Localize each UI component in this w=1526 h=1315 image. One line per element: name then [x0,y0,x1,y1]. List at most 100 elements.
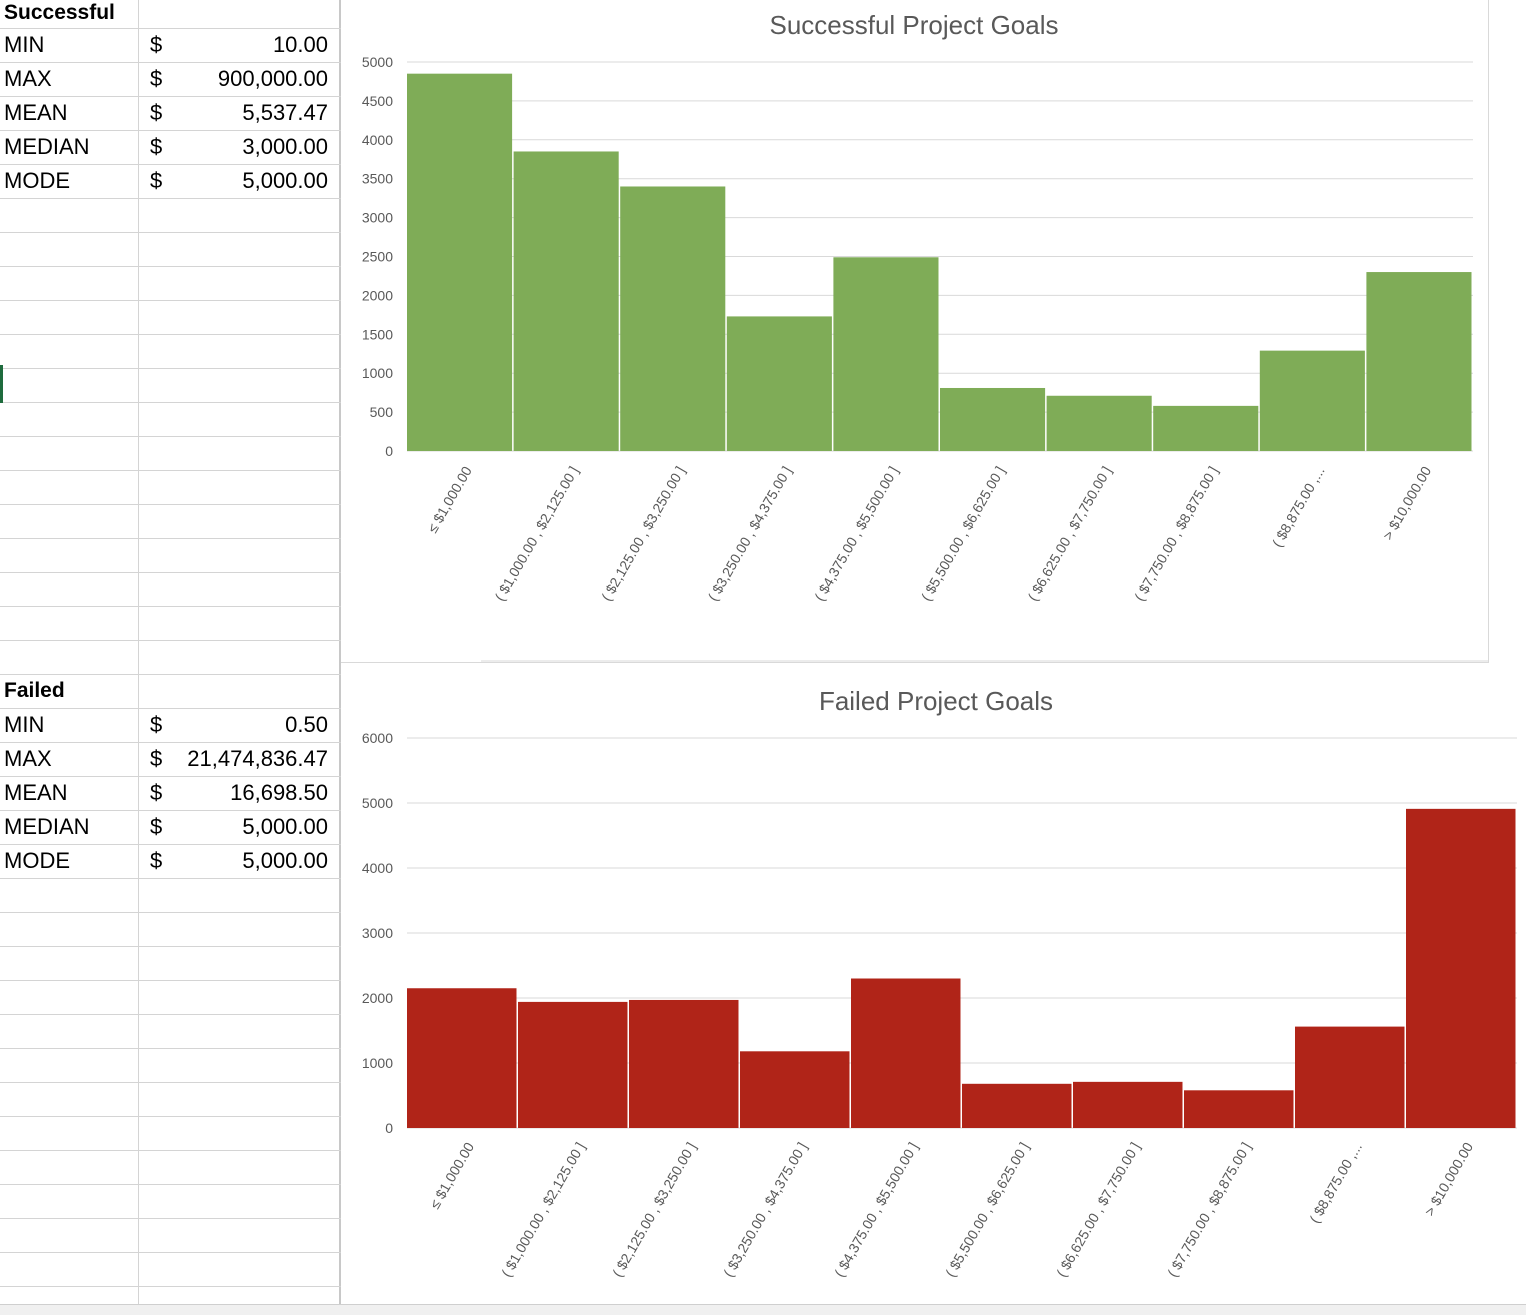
stat-row-mean[interactable]: MEAN $16,698.50 [0,776,340,810]
x-tick-label: ( $8,875.00 ,... [1269,464,1328,550]
stat-label: MEDIAN [4,814,90,839]
y-tick-label: 500 [370,404,394,420]
currency-sign: $ [150,712,163,737]
stat-value: 21,474,836.47 [187,746,328,771]
bar[interactable] [1406,808,1516,1128]
bar[interactable] [1073,1081,1183,1128]
currency-sign: $ [150,66,163,91]
y-tick-label: 5000 [362,54,393,70]
x-tick-label: > $10,000.00 [1379,463,1434,542]
bar[interactable] [620,186,726,452]
stat-row-max[interactable]: MAX $21,474,836.47 [0,742,340,776]
y-tick-label: 0 [385,443,393,459]
y-tick-label: 2500 [362,249,393,265]
bar[interactable] [740,1051,850,1128]
x-tick-label: ( $2,125.00 , $3,250.00 ] [598,464,688,604]
stat-label: MODE [4,168,70,193]
stat-row-mode[interactable]: MODE $5,000.00 [0,844,340,878]
bar[interactable] [1259,350,1365,451]
stat-row-min[interactable]: MIN $0.50 [0,708,340,742]
stat-label: MAX [4,746,52,771]
x-tick-label: ( $7,750.00 , $8,875.00 ] [1164,1140,1254,1280]
x-tick-label: ( $6,625.00 , $7,750.00 ] [1024,464,1114,604]
stat-value: 10.00 [272,32,328,57]
successful-heading[interactable]: Successful [4,1,115,24]
stat-value: 3,000.00 [242,134,328,159]
y-tick-label: 0 [385,1120,393,1136]
y-tick-label: 1000 [362,1055,393,1071]
x-tick-label: ( $4,375.00 , $5,500.00 ] [831,1140,921,1280]
bar[interactable] [518,1001,628,1128]
y-tick-label: 4500 [362,93,393,109]
bar[interactable] [726,316,832,451]
bar[interactable] [1153,405,1259,451]
stat-value: 5,000.00 [242,814,328,839]
bar[interactable] [513,151,619,451]
y-tick-label: 6000 [362,730,393,746]
bar[interactable] [1184,1090,1294,1128]
currency-sign: $ [150,168,163,193]
x-tick-label: ≤ $1,000.00 [426,1139,477,1211]
stat-label: MEDIAN [4,134,90,159]
failed-stats-table: Failed MIN $0.50 MAX $21,474,836.47 MEAN $1… [0,674,340,878]
x-tick-label: ( $3,250.00 , $4,375.00 ] [705,463,795,603]
x-tick-label: ( $5,500.00 , $6,625.00 ] [942,1140,1032,1280]
cell-selection-marker [0,365,3,403]
stat-label: MEAN [4,100,68,125]
x-tick-label: ( $2,125.00 , $3,250.00 ] [609,1140,699,1280]
bar[interactable] [962,1083,1072,1128]
x-tick-label: ( $7,750.00 , $8,875.00 ] [1131,464,1221,604]
currency-sign: $ [150,780,163,805]
failed-heading[interactable]: Failed [4,679,65,702]
bar[interactable] [629,999,739,1128]
stat-label: MAX [4,66,52,91]
successful-chart-area[interactable]: Successful Project Goals 0 500 1000 1500 2000… [341,0,1489,663]
x-tick-label: ( $5,500.00 , $6,625.00 ] [918,464,1008,604]
stat-row-min[interactable]: MIN $10.00 [0,28,340,62]
x-tick-label: ≤ $1,000.00 [424,463,475,535]
stat-row-max[interactable]: MAX $900,000.00 [0,62,340,96]
failed-goals-chart[interactable]: Failed Project Goals 0 1000 2000 3000 4000 500… [341,672,1526,1304]
x-tick-label: ( $6,625.00 , $7,750.00 ] [1053,1140,1143,1280]
successful-goals-chart[interactable]: Successful Project Goals 0 500 1000 1500 2000… [341,0,1488,662]
y-tick-label: 3000 [362,210,393,226]
stat-value: 5,537.47 [242,100,328,125]
chart-title: Successful Project Goals [769,10,1058,40]
stat-value: 5,000.00 [242,168,328,193]
sheet-bottom-strip [0,1304,1526,1315]
y-tick-label: 5000 [362,795,393,811]
y-tick-label: 1500 [362,326,393,342]
stat-label: MEAN [4,780,68,805]
stat-value: 900,000.00 [217,66,328,91]
y-tick-label: 4000 [362,132,393,148]
currency-sign: $ [150,746,163,771]
x-tick-label: ( $8,875.00 ,... [1306,1140,1365,1226]
x-tick-label: ( $4,375.00 , $5,500.00 ] [811,464,901,604]
y-tick-label: 1000 [362,365,393,381]
spreadsheet-grid[interactable] [0,0,341,1314]
stat-row-mean[interactable]: MEAN $5,537.47 [0,96,340,130]
currency-sign: $ [150,100,163,125]
stat-label: MIN [4,712,45,737]
failed-chart-area[interactable]: Failed Project Goals 0 1000 2000 3000 4000 500… [341,672,1526,1304]
bar[interactable] [1295,1026,1405,1128]
currency-sign: $ [150,848,163,873]
chart-title: Failed Project Goals [819,686,1053,716]
bar[interactable] [407,73,513,452]
bar[interactable] [833,257,939,451]
currency-sign: $ [150,814,163,839]
y-tick-label: 2000 [362,990,393,1006]
stat-row-median[interactable]: MEDIAN $3,000.00 [0,130,340,164]
bar[interactable] [851,978,961,1129]
currency-sign: $ [150,134,163,159]
bar[interactable] [1046,395,1152,451]
bar[interactable] [940,387,1046,451]
stat-row-mode[interactable]: MODE $5,000.00 [0,164,340,198]
y-tick-label: 3000 [362,925,393,941]
bar[interactable] [1366,272,1472,451]
stat-row-median[interactable]: MEDIAN $5,000.00 [0,810,340,844]
successful-stats-table: Successful MIN $10.00 MAX $900,000.00 MEAN… [0,0,340,198]
bar[interactable] [407,988,517,1128]
currency-sign: $ [150,32,163,57]
stat-label: MODE [4,848,70,873]
